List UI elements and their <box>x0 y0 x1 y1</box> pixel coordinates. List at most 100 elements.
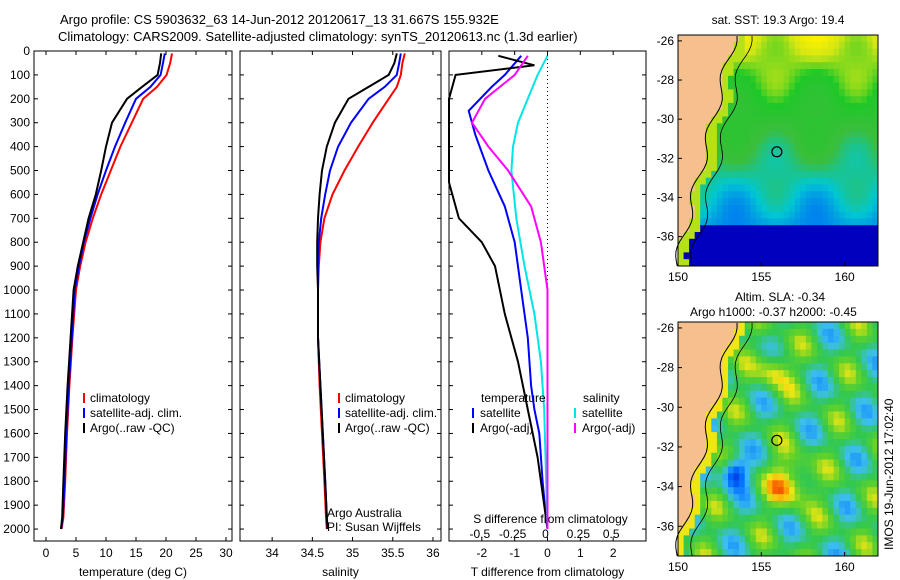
sla-map-cell <box>683 432 690 440</box>
sst-map-cell <box>705 232 712 240</box>
sst-map-cell <box>822 245 829 253</box>
sla-map-cell <box>683 445 690 454</box>
sla-map-cell <box>689 390 696 399</box>
sla-map-cell <box>861 328 868 337</box>
sla-map-cell <box>811 445 818 454</box>
sst-map-cell <box>800 75 807 84</box>
sla-map-cell <box>739 473 746 481</box>
sst-map-cell <box>755 218 762 226</box>
sla-map-cell <box>866 342 873 350</box>
sla-map-cell <box>833 335 840 344</box>
salinity-axes-box <box>239 50 442 542</box>
sst-map-cell <box>694 96 701 104</box>
sla-map-cell <box>794 549 801 557</box>
sla-map-cell <box>800 425 807 433</box>
sla-map-cell <box>833 542 840 550</box>
sla-map-cell <box>694 521 701 529</box>
sla-map-cell <box>794 473 801 481</box>
sst-map-cell <box>805 102 812 111</box>
sla-map-cell <box>811 459 818 467</box>
sst-map-cell <box>711 191 718 199</box>
sla-map-cell <box>716 349 723 357</box>
sst-map-cell <box>855 150 862 158</box>
sst-map-cell <box>839 157 846 165</box>
sla-map-cell <box>705 466 712 474</box>
sla-map-cell <box>783 390 790 399</box>
sla-map-cell <box>844 445 851 454</box>
sla-map-cell <box>700 418 707 426</box>
sst-map-cell <box>866 157 873 165</box>
sst-map-cell <box>772 96 779 104</box>
sst-map-cell <box>855 157 862 165</box>
sla-map-cell <box>744 404 751 412</box>
sst-map-cell <box>778 170 785 179</box>
sla-map-cell <box>811 342 818 350</box>
sla-map-cell <box>839 335 846 344</box>
sst-map-cell <box>789 130 796 138</box>
sst-map-cell <box>716 184 723 192</box>
sla-map-cell <box>722 487 729 495</box>
sst-map-cell <box>866 191 873 199</box>
sla-map-cell <box>766 383 773 392</box>
sst-map-cell <box>744 130 751 138</box>
sla-map-cell <box>683 377 690 385</box>
difference-series-line <box>448 54 549 530</box>
sla-map-cell <box>866 466 873 474</box>
sst-map-cell <box>828 157 835 165</box>
sst-map-cell <box>744 35 751 43</box>
sla-map-cell <box>844 370 851 378</box>
sla-map-cell <box>800 397 807 406</box>
sla-map-cell <box>700 542 707 550</box>
sst-map-cell <box>722 150 729 158</box>
sst-map-cell <box>700 198 707 206</box>
sla-map-cell <box>678 445 685 454</box>
sst-map-cell <box>722 116 729 124</box>
sst-map-cell <box>716 89 723 97</box>
sla-map-cell <box>861 377 868 385</box>
sst-map-cell <box>689 35 696 43</box>
difference-xtick-label: -2 <box>476 546 487 560</box>
sla-map-cell <box>822 549 829 557</box>
sla-map-cell <box>844 480 851 488</box>
sst-map-cell <box>766 150 773 158</box>
sst-map-cell <box>772 123 779 131</box>
sst-map-cell <box>733 102 740 111</box>
sst-map-cell <box>711 82 718 90</box>
sla-map-cell <box>728 535 735 543</box>
sst-map-cell <box>772 170 779 179</box>
sst-map-cell <box>733 184 740 192</box>
sst-map-cell <box>833 130 840 138</box>
sla-map-cell <box>805 349 812 357</box>
sst-map-cell <box>778 89 785 97</box>
sst-map-cell <box>839 41 846 50</box>
sst-map-cell <box>789 136 796 145</box>
sst-map-cell <box>733 116 740 124</box>
sst-map-cell <box>716 252 723 260</box>
sla-map-cell <box>861 535 868 543</box>
sst-map-cell <box>800 157 807 165</box>
sla-map-cell <box>733 466 740 474</box>
sla-map-cell <box>750 480 757 488</box>
sst-map-cell <box>772 150 779 158</box>
sst-map-cell <box>750 75 757 84</box>
sla-map-cell <box>744 363 751 371</box>
sst-map-cell <box>689 198 696 206</box>
sst-map-cell <box>683 35 690 43</box>
sst-map-cell <box>766 136 773 145</box>
sla-map-cell <box>700 452 707 461</box>
sst-map-cell <box>833 204 840 213</box>
sst-map-cell <box>750 96 757 104</box>
sst-map-cell <box>728 204 735 213</box>
sla-map-cell <box>783 514 790 523</box>
sla-map-cell <box>794 500 801 509</box>
sla-map-cell <box>839 535 846 543</box>
sla-map-cell <box>700 328 707 337</box>
sst-map-cell <box>811 218 818 226</box>
sla-map-cell <box>789 452 796 461</box>
sla-map-cell <box>855 370 862 378</box>
sst-map-cell <box>822 41 829 50</box>
sla-map-cell <box>794 535 801 543</box>
sla-map-cell <box>761 425 768 433</box>
sla-map-cell <box>755 466 762 474</box>
sla-map-cell <box>816 342 823 350</box>
